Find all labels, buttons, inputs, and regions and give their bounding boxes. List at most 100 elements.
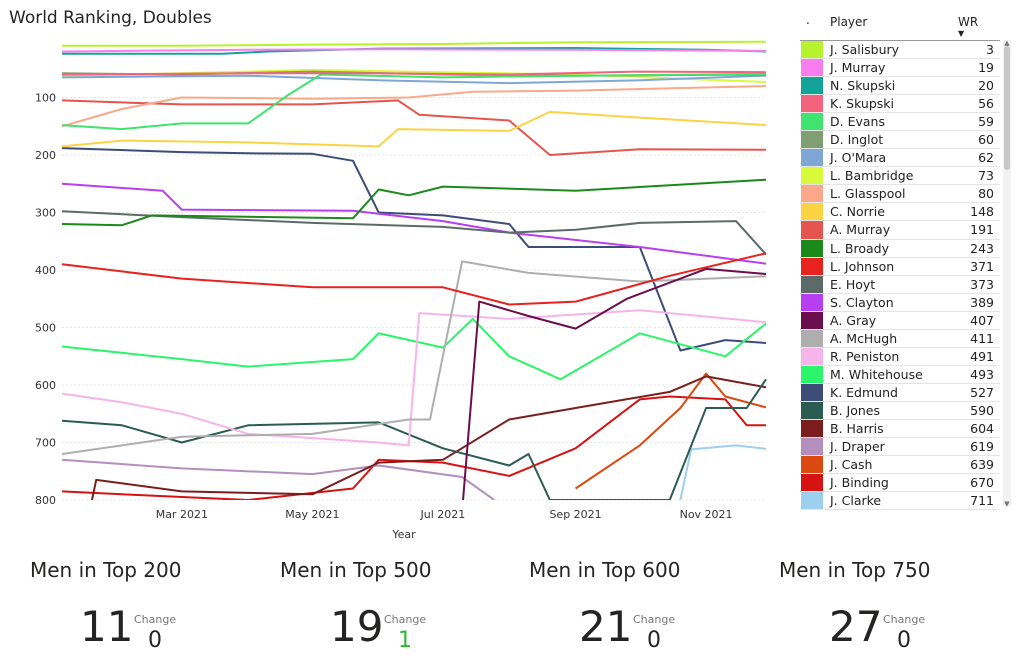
scrollbar-thumb[interactable] (1004, 46, 1010, 170)
scroll-up-icon[interactable]: ▲ (1004, 39, 1010, 47)
player-name: L. Glasspool (830, 186, 906, 202)
table-row[interactable]: A. McHugh 411 (800, 329, 1000, 348)
series-line-j-clarke[interactable] (679, 444, 767, 500)
player-name: A. Murray (830, 222, 891, 238)
player-wr: 619 (970, 439, 994, 455)
series-line-j-cash[interactable] (575, 372, 767, 490)
table-row[interactable]: K. Skupski 56 (800, 95, 1000, 114)
series-line-j-draper[interactable] (62, 458, 495, 500)
kpi-title: Men in Top 500 (280, 558, 432, 582)
series-line-l-broady[interactable] (62, 178, 767, 227)
series-line-l-glasspool[interactable] (62, 85, 767, 128)
player-wr: 73 (978, 168, 994, 184)
y-tick-label: 100 (35, 92, 56, 105)
table-row[interactable]: A. Gray 407 (800, 311, 1000, 330)
kpi-change-label: Change (134, 613, 177, 626)
kpi-change: 0 (897, 628, 911, 653)
series-line-k-skupski[interactable] (62, 70, 767, 76)
y-tick-label: 200 (35, 149, 56, 162)
kpi-title: Men in Top 600 (529, 558, 681, 582)
player-name: L. Bambridge (830, 168, 914, 184)
player-name: B. Jones (830, 402, 880, 418)
player-name: D. Inglot (830, 132, 884, 148)
table-scrollbar[interactable]: ▲ ▼ (1003, 39, 1011, 508)
kpi-change: 0 (647, 628, 661, 653)
series-line-r-peniston[interactable] (62, 309, 767, 447)
kpi-card-top-500: Men in Top 500 19 Change 1 (280, 558, 510, 663)
table-row[interactable]: J. Murray 19 (800, 59, 1000, 78)
table-row[interactable]: J. Salisbury 3 (800, 41, 1000, 60)
player-name: B. Harris (830, 420, 884, 436)
kpi-value: 19 (330, 602, 384, 651)
series-line-l-johnson[interactable] (62, 252, 767, 306)
table-row[interactable]: D. Evans 59 (800, 113, 1000, 132)
series-line-j-salisbury[interactable] (62, 40, 767, 47)
player-wr: 670 (970, 475, 994, 491)
series-line-a-gray[interactable] (462, 267, 767, 512)
table-row[interactable]: C. Norrie 148 (800, 203, 1000, 222)
player-name: J. Binding (830, 475, 889, 491)
table-row[interactable]: L. Glasspool 80 (800, 185, 1000, 204)
player-wr: 371 (970, 258, 994, 274)
table-row[interactable]: N. Skupski 20 (800, 77, 1000, 96)
table-row[interactable]: B. Harris 604 (800, 419, 1000, 439)
series-line-j-binding[interactable] (62, 395, 766, 501)
table-row[interactable]: L. Bambridge 73 (800, 167, 1000, 186)
table-row[interactable]: J. O'Mara 62 (800, 149, 1000, 168)
series-line-d-evans[interactable] (62, 72, 767, 131)
table-row[interactable]: B. Jones 590 (800, 401, 1000, 420)
player-wr: 491 (970, 348, 994, 364)
player-wr: 590 (970, 402, 994, 418)
x-tick-label: May 2021 (285, 508, 339, 521)
table-row[interactable]: R. Peniston 491 (800, 347, 1000, 366)
player-name: J. Draper (830, 439, 885, 455)
player-wr: 604 (970, 420, 994, 436)
player-color-swatch (801, 149, 823, 167)
table-header: . Player WR ▼ (800, 10, 1012, 40)
table-row[interactable]: M. Whitehouse 493 (800, 365, 1000, 384)
player-color-swatch (801, 474, 823, 492)
table-body: J. Salisbury 3 J. Murray 19 N. Skupski 20 K. S… (800, 40, 1000, 511)
player-name: E. Hoyt (830, 276, 876, 292)
series-line-b-jones[interactable] (62, 378, 767, 500)
y-tick-label: 500 (35, 322, 56, 335)
player-wr: 639 (970, 457, 994, 473)
series-line-m-whitehouse[interactable] (62, 317, 767, 381)
series-line-a-murray[interactable] (62, 99, 767, 156)
table-row[interactable]: J. Cash 639 (800, 456, 1000, 475)
player-name: J. O'Mara (830, 150, 887, 166)
player-name: M. Whitehouse (830, 366, 923, 382)
sort-descending-icon[interactable]: ▼ (958, 29, 965, 38)
table-row[interactable]: L. Johnson 371 (800, 257, 1000, 276)
kpi-title: Men in Top 750 (779, 558, 931, 582)
series-line-j-o-mara[interactable] (62, 74, 767, 85)
kpi-change-label: Change (883, 613, 926, 626)
series-line-k-edmund[interactable] (62, 147, 767, 352)
table-row[interactable]: J. Binding 670 (800, 474, 1000, 493)
table-row[interactable]: A. Murray 191 (800, 221, 1000, 240)
player-color-swatch (801, 329, 823, 347)
player-color-swatch (801, 419, 823, 438)
table-row[interactable]: K. Edmund 527 (800, 383, 1000, 402)
series-line-a-mchugh[interactable] (62, 260, 767, 455)
series-line-b-harris[interactable] (91, 375, 767, 500)
series-line-c-norrie[interactable] (62, 110, 767, 148)
table-row[interactable]: S. Clayton 389 (800, 293, 1000, 312)
table-row[interactable]: D. Inglot 60 (800, 131, 1000, 150)
scroll-down-icon[interactable]: ▼ (1004, 500, 1010, 508)
table-row[interactable]: J. Draper 619 (800, 438, 1000, 457)
player-color-swatch (801, 221, 823, 239)
player-name: J. Cash (830, 457, 873, 473)
table-row[interactable]: E. Hoyt 373 (800, 275, 1000, 294)
player-color-swatch (801, 456, 823, 474)
player-column-header[interactable]: Player (830, 15, 868, 29)
series-line-s-clayton[interactable] (62, 182, 767, 265)
table-row[interactable]: L. Broady 243 (800, 239, 1000, 258)
series-line-e-hoyt[interactable] (62, 210, 767, 256)
player-color-swatch (801, 113, 823, 131)
y-tick-label: 800 (35, 494, 56, 507)
player-wr: 493 (970, 366, 994, 382)
wr-column-header[interactable]: WR (958, 15, 979, 29)
series-line-j-murray[interactable] (62, 48, 767, 53)
table-row[interactable]: J. Clarke 711 (800, 492, 1000, 511)
